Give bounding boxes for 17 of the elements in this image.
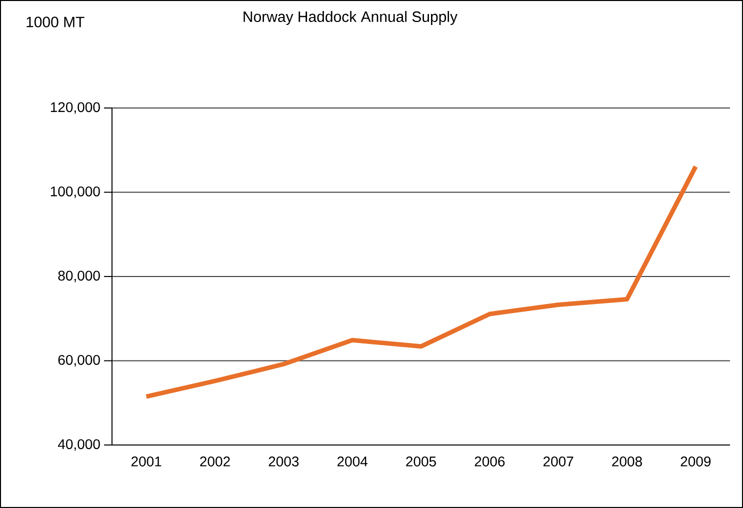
y-tick-label: 120,000 (50, 102, 100, 114)
x-tick-label: 2001 (131, 456, 162, 466)
y-tick-label: 100,000 (50, 186, 100, 198)
y-axis-title: 1000 MT (26, 16, 84, 28)
x-tick-label: 2008 (612, 456, 642, 466)
line-series (144, 164, 698, 399)
x-tick-label: 2006 (474, 456, 505, 466)
y-tick-label: 60,000 (58, 354, 100, 367)
x-tick-label: 2003 (268, 456, 299, 466)
chart-title: Norway Haddock Annual Supply (244, 11, 458, 25)
x-tick-label: 2002 (200, 456, 230, 466)
x-tick-label: 2009 (680, 456, 711, 466)
y-tick-label: 80,000 (58, 270, 100, 282)
x-tick-label: 2007 (543, 456, 574, 466)
y-tick-label: 40,000 (58, 439, 100, 451)
x-tick-label: 2005 (406, 456, 436, 466)
x-tick-label: 2004 (337, 456, 368, 466)
